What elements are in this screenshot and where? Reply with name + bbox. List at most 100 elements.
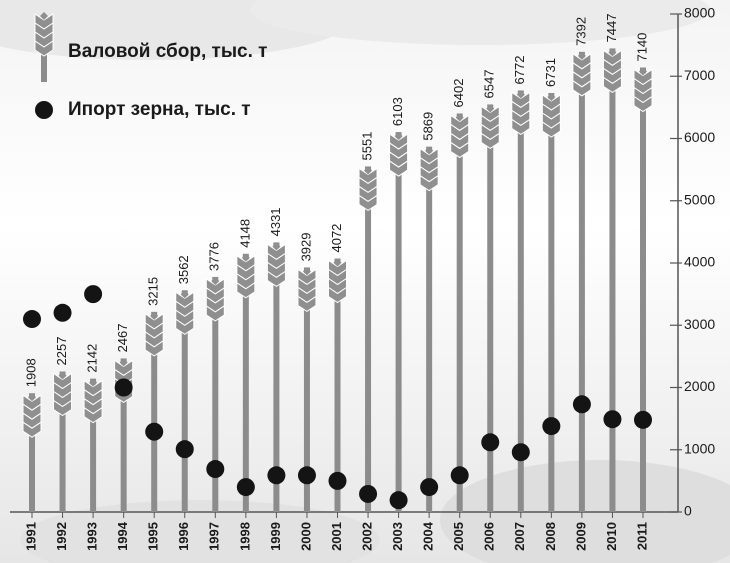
x-tick-label: 2004 [421,521,436,551]
import-dot [481,433,500,452]
import-dot [175,440,194,459]
harvest-stem [22,393,42,512]
value-label: 3562 [176,255,191,284]
ear-tip [241,253,250,262]
x-tick-label: 2011 [634,522,649,550]
value-label: 5551 [359,132,374,161]
harvest-stem [297,267,317,512]
legend-dot [35,101,53,119]
ear-grain [34,40,54,57]
value-label: 6731 [543,58,558,87]
ear-tip [150,311,159,320]
y-tick-label: 1000 [684,440,715,456]
ear-grain [22,421,42,438]
value-label: 2257 [54,337,69,366]
ear-grain [236,281,256,299]
ear-grain [205,305,225,322]
stem [517,90,524,513]
x-tick-label: 1992 [54,522,69,551]
ear-grain [511,118,531,136]
ear-grain [266,270,286,287]
stem [578,51,585,513]
x-tick-label: 1999 [268,522,283,551]
legend-label: Валовой сбор, тыс. т [68,41,268,62]
import-dot [23,310,41,329]
harvest-stem [266,242,286,512]
value-label: 3215 [146,277,161,306]
harvest-stem [53,371,73,512]
x-tick-label: 2003 [390,522,405,551]
harvest-stem [144,311,164,512]
ear-grain [572,79,592,97]
value-label: 6402 [451,79,466,108]
value-label: 2142 [85,344,100,373]
stem [151,311,158,512]
value-label: 7140 [634,33,649,62]
stem [334,258,341,512]
import-dot [236,478,255,497]
harvest-stem [541,92,561,513]
x-tick-label: 2007 [512,522,527,551]
value-label: 4148 [237,219,252,248]
x-tick-label: 2001 [329,522,344,551]
ear-tip [89,378,98,387]
value-label: 7447 [604,14,619,43]
harvest-stem [205,276,225,512]
harvest-stem [83,378,103,512]
ear-grain [297,295,317,313]
legend-stem [41,40,47,82]
stem [548,92,555,513]
value-label: 2467 [115,324,130,353]
import-dot [114,378,133,397]
stem [59,371,66,512]
x-tick-label: 1993 [85,522,100,551]
stem [90,378,97,512]
import-dot [53,303,72,322]
stem [640,67,646,512]
ear-grain [53,399,73,417]
ear-tip [58,371,67,380]
import-dot [145,422,164,441]
harvest-stem [389,132,409,512]
stem [242,253,249,513]
value-label: 6103 [390,97,405,126]
ear-grain [541,121,561,138]
x-tick-label: 2008 [543,522,558,551]
value-label: 5869 [421,112,436,141]
import-dot [84,285,103,304]
x-tick-label: 1994 [115,521,130,551]
ear-grain [144,339,164,357]
ear-tip [302,267,311,276]
ear-grain [602,76,622,94]
import-dot [542,417,561,436]
value-label: 7392 [573,17,588,46]
import-dot [603,410,622,429]
import-dot [572,395,591,414]
value-label: 3929 [298,232,313,261]
import-dot [206,460,225,479]
harvest-stem [480,104,500,512]
import-dot [389,491,408,510]
x-tick-label: 1995 [146,522,161,551]
stem [303,267,310,512]
y-tick-label: 3000 [684,316,715,332]
ear-grain [450,141,470,159]
import-dot [511,443,530,462]
import-dot [634,410,652,429]
import-dot [420,478,439,497]
stem [181,290,188,512]
y-tick-label: 6000 [684,129,715,145]
x-tick-label: 2006 [482,522,497,551]
ear-grain [419,174,439,192]
stem [212,276,219,512]
harvest-stem [633,67,653,512]
ear-grain [328,286,347,304]
value-label: 6547 [482,70,497,99]
stem [29,393,35,512]
import-dot [359,484,378,503]
stem [395,132,402,512]
ear-tip [119,358,128,367]
ear-grain [480,132,500,150]
ear-tip [40,12,48,20]
